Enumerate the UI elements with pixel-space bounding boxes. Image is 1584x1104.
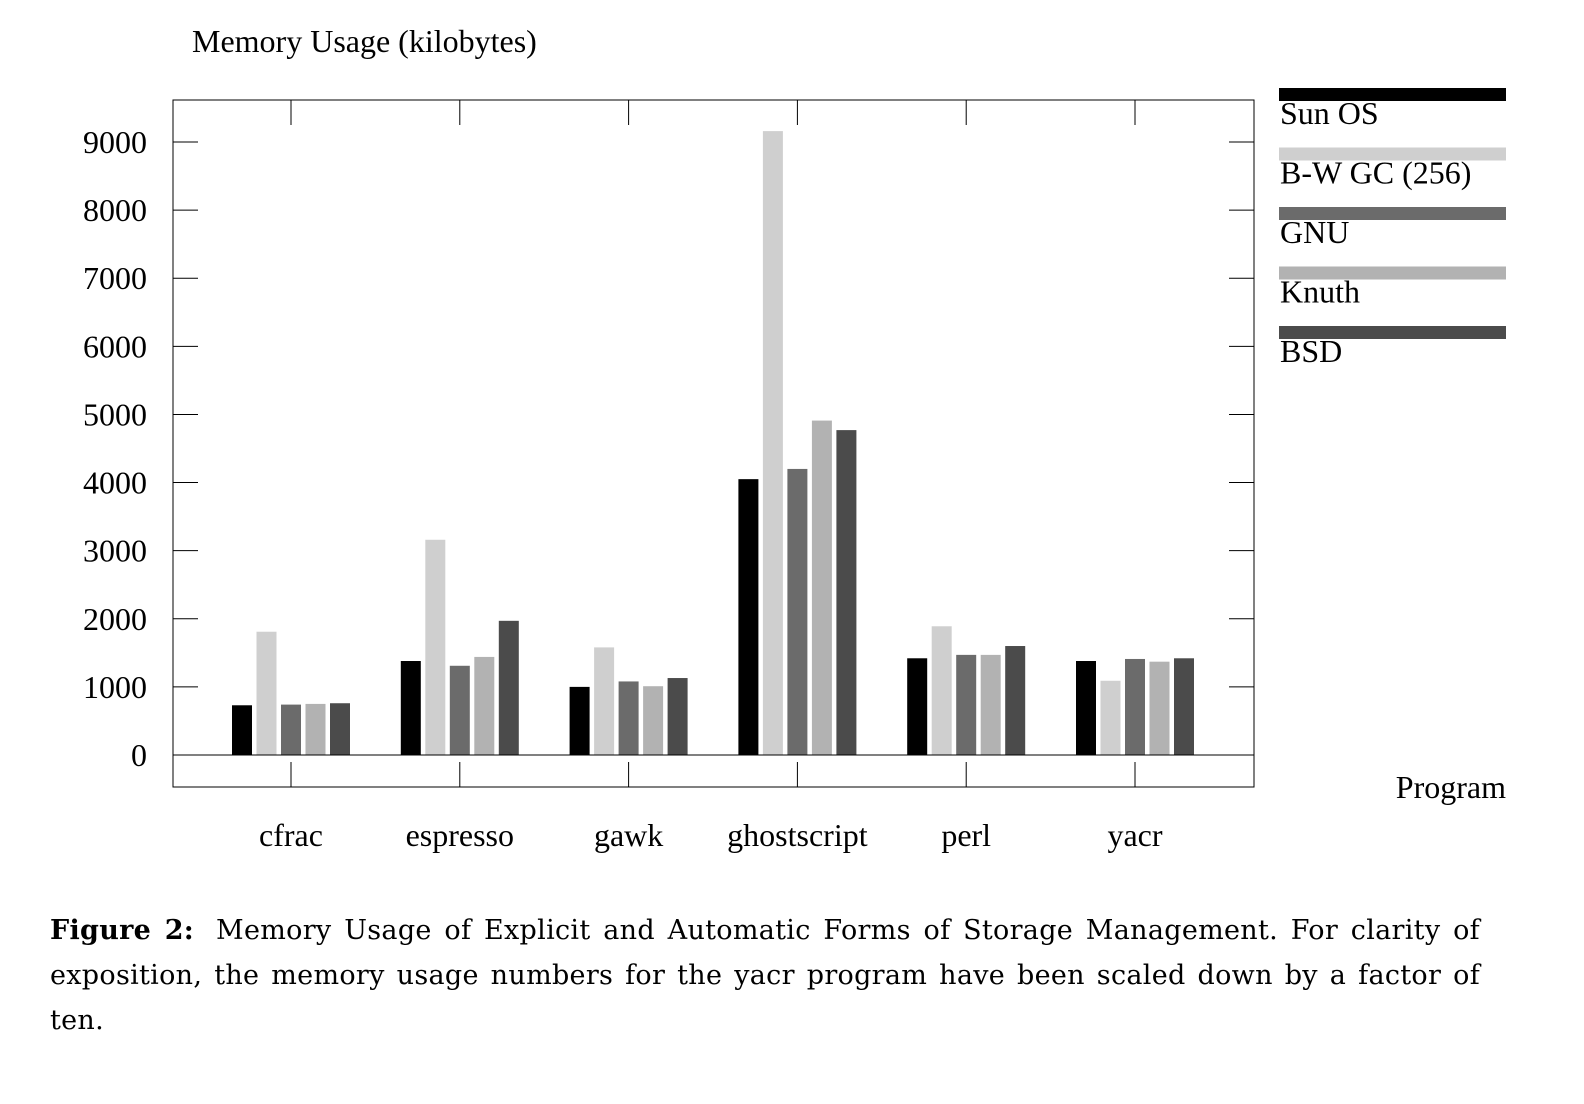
x-tick-label: ghostscript	[727, 817, 868, 853]
x-tick-label: yacr	[1107, 817, 1162, 853]
legend-label: GNU	[1280, 214, 1349, 250]
legend-swatch	[1279, 88, 1506, 101]
bar	[618, 681, 639, 755]
bar	[498, 620, 519, 755]
x-tick-label: perl	[941, 817, 991, 853]
bar	[281, 704, 301, 755]
legend-label: B-W GC (256)	[1280, 155, 1471, 191]
x-tick-label: gawk	[594, 817, 663, 853]
legend-swatch	[1279, 326, 1506, 339]
bar	[836, 430, 857, 755]
legend-label: BSD	[1280, 333, 1342, 369]
bar	[425, 539, 446, 755]
bar	[1005, 646, 1026, 755]
bar	[305, 703, 326, 755]
y-tick-label: 5000	[83, 396, 147, 432]
bar	[594, 647, 615, 755]
bar	[256, 631, 277, 755]
bar	[787, 468, 808, 755]
bar	[569, 686, 590, 755]
plot-frame	[172, 99, 1255, 788]
bar	[811, 420, 832, 755]
bar	[474, 656, 495, 755]
bar	[738, 479, 759, 755]
y-tick-label: 6000	[83, 328, 147, 364]
legend-swatch	[1279, 207, 1506, 220]
bar	[400, 661, 421, 755]
caption-label: Figure 2:	[50, 915, 195, 946]
x-axis-ticks: cfrac espresso gawk ghostscript perl yacr	[259, 100, 1163, 853]
bar	[1149, 661, 1170, 755]
y-tick-label: 2000	[83, 601, 147, 637]
legend: Sun OS B-W GC (256) GNU Knuth BSD	[1279, 88, 1506, 369]
x-axis-label: Program	[1396, 769, 1506, 805]
y-axis-label: Memory Usage (kilobytes)	[192, 23, 537, 59]
y-tick-label: 8000	[83, 192, 147, 228]
bar	[449, 665, 470, 755]
legend-swatch	[1279, 266, 1506, 280]
bar	[907, 658, 928, 755]
bar	[762, 131, 783, 755]
bar	[330, 703, 350, 755]
y-tick-label: 0	[131, 737, 147, 773]
bar	[931, 626, 952, 755]
y-tick-label: 9000	[83, 124, 147, 160]
bar	[643, 686, 664, 755]
bar	[1174, 658, 1194, 755]
caption-text: Memory Usage of Explicit and Automatic F…	[50, 915, 1480, 1036]
bar	[980, 654, 1001, 755]
figure-caption: Figure 2: Memory Usage of Explicit and Au…	[50, 908, 1480, 1043]
legend-label: Sun OS	[1280, 95, 1379, 131]
bar	[1076, 661, 1096, 755]
bar	[667, 678, 688, 755]
x-tick-label: cfrac	[259, 817, 323, 853]
legend-swatch	[1279, 147, 1506, 161]
bar	[956, 654, 977, 755]
y-tick-label: 1000	[83, 669, 147, 705]
y-tick-label: 4000	[83, 465, 147, 501]
y-axis-ticks: 0 1000 2000 3000 4000 5000 6000 7000 8000 9000	[83, 124, 1254, 773]
bars-group	[232, 131, 1194, 755]
bar	[232, 705, 252, 755]
y-tick-label: 7000	[83, 260, 147, 296]
y-tick-label: 3000	[83, 533, 147, 569]
bar	[1100, 680, 1121, 755]
x-tick-label: espresso	[406, 817, 514, 853]
bar	[1125, 658, 1145, 755]
memory-usage-chart: Memory Usage (kilobytes) 0 1000 2000 3000 40…	[83, 23, 1506, 853]
legend-label: Knuth	[1280, 274, 1360, 310]
